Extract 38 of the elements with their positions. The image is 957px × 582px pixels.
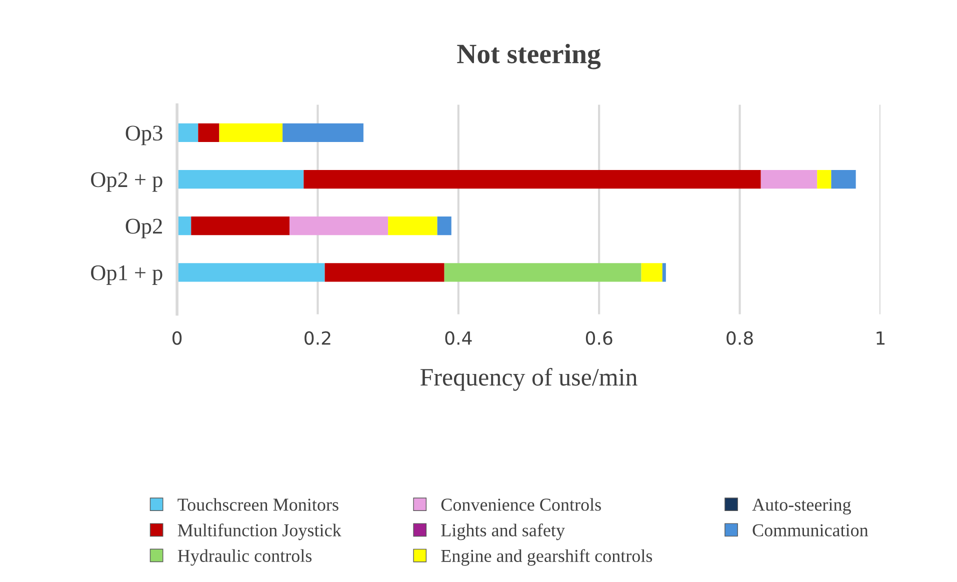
bar: [191, 216, 290, 236]
bar: [219, 123, 283, 142]
bar: [304, 170, 761, 189]
legend-label: Hydraulic controls: [178, 549, 312, 566]
bar: [198, 123, 220, 142]
x-tick-label: 0.8: [726, 331, 753, 345]
y-tick-label: Op1 + p: [91, 265, 162, 285]
x-axis-title: Frequency of use/min: [420, 368, 638, 391]
legend-label: Engine and gearshift controls: [441, 549, 652, 566]
bar: [282, 123, 364, 142]
y-tick-label: Op2 + p: [91, 172, 162, 192]
bar: [444, 263, 642, 282]
y-tick-label: Op3: [126, 126, 162, 146]
bar: [177, 123, 198, 142]
x-tick-label: 0.4: [445, 331, 472, 345]
bar: [177, 263, 325, 282]
legend-label: Multifunction Joystick: [178, 524, 342, 540]
bar: [760, 170, 818, 189]
x-tick-label: 1: [876, 332, 885, 345]
bar: [662, 263, 666, 282]
bar: [437, 216, 452, 236]
bar: [290, 216, 388, 236]
bar: [324, 263, 444, 282]
legend-label: Convenience Controls: [441, 498, 601, 511]
bar: [177, 170, 304, 189]
x-tick-label: 0.2: [304, 331, 330, 345]
bar: [817, 170, 832, 189]
bar: [831, 170, 856, 189]
chart-title: Not steering: [457, 44, 601, 70]
legend-label: Auto-steering: [752, 498, 851, 515]
bar: [641, 263, 662, 282]
bar: [388, 216, 438, 236]
x-tick-label: 0: [172, 331, 182, 345]
legend-label: Lights and safety: [441, 524, 565, 540]
legend-label: Touchscreen Monitors: [178, 498, 338, 511]
x-tick-label: 0.6: [586, 331, 612, 345]
legend-label: Communication: [752, 524, 868, 536]
y-tick-label: Op2: [126, 218, 162, 238]
